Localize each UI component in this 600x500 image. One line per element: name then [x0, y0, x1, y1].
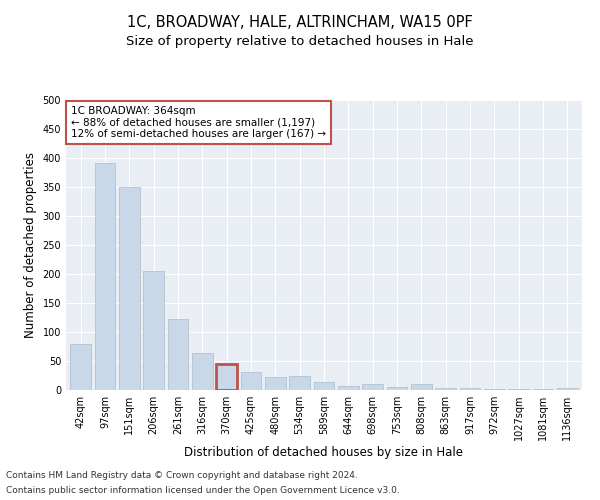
- Bar: [557, 388, 578, 390]
- Text: Contains HM Land Registry data © Crown copyright and database right 2024.: Contains HM Land Registry data © Crown c…: [6, 471, 358, 480]
- Bar: [119, 187, 140, 390]
- Bar: [167, 319, 188, 390]
- Bar: [216, 364, 237, 390]
- Text: Contains public sector information licensed under the Open Government Licence v3: Contains public sector information licen…: [6, 486, 400, 495]
- Bar: [460, 388, 481, 390]
- Bar: [265, 377, 286, 390]
- Text: 1C BROADWAY: 364sqm
← 88% of detached houses are smaller (1,197)
12% of semi-det: 1C BROADWAY: 364sqm ← 88% of detached ho…: [71, 106, 326, 139]
- Bar: [241, 372, 262, 390]
- X-axis label: Distribution of detached houses by size in Hale: Distribution of detached houses by size …: [185, 446, 464, 459]
- Bar: [484, 389, 505, 390]
- Bar: [192, 354, 212, 390]
- Bar: [289, 376, 310, 390]
- Bar: [411, 384, 432, 390]
- Bar: [143, 271, 164, 390]
- Text: Size of property relative to detached houses in Hale: Size of property relative to detached ho…: [126, 35, 474, 48]
- Text: 1C, BROADWAY, HALE, ALTRINCHAM, WA15 0PF: 1C, BROADWAY, HALE, ALTRINCHAM, WA15 0PF: [127, 15, 473, 30]
- Bar: [314, 382, 334, 390]
- Bar: [95, 162, 115, 390]
- Bar: [338, 386, 359, 390]
- Bar: [508, 389, 529, 390]
- Bar: [386, 386, 407, 390]
- Y-axis label: Number of detached properties: Number of detached properties: [24, 152, 37, 338]
- Bar: [362, 384, 383, 390]
- Bar: [533, 389, 553, 390]
- Bar: [436, 388, 456, 390]
- Bar: [70, 344, 91, 390]
